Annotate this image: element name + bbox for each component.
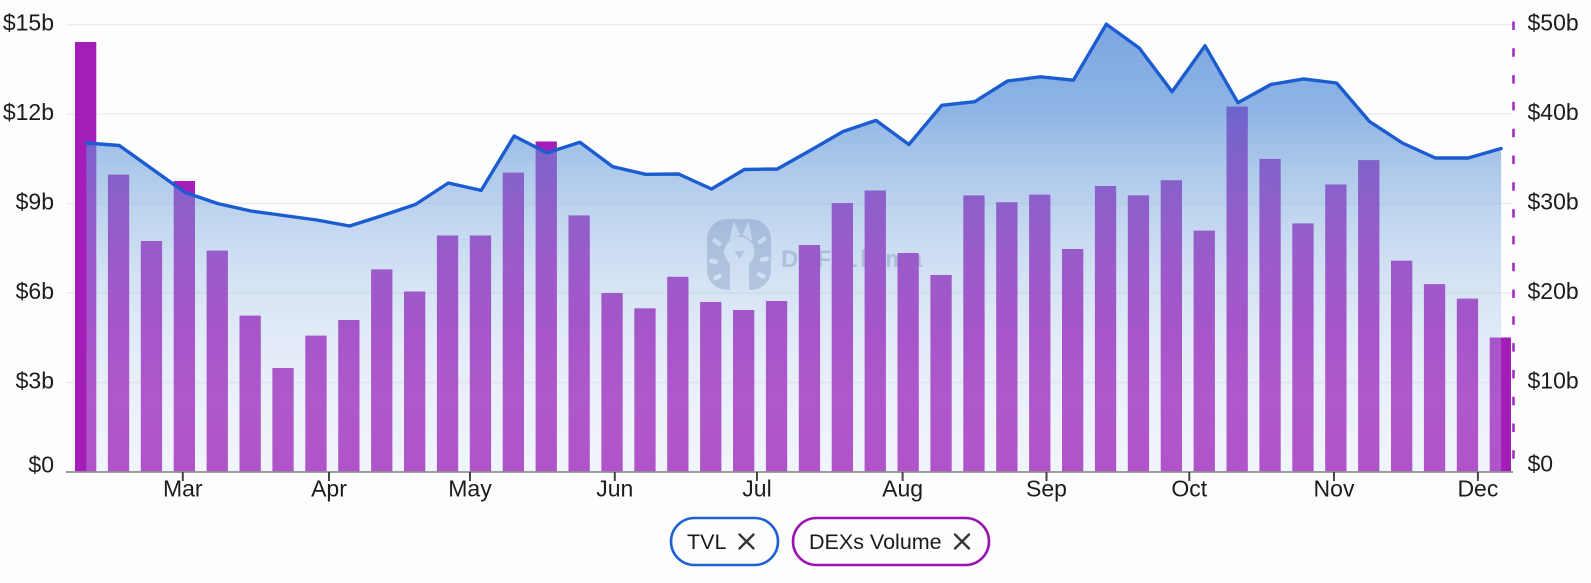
svg-text:$30b: $30b <box>1528 189 1579 215</box>
svg-text:TVL: TVL <box>687 530 726 554</box>
svg-text:$40b: $40b <box>1528 99 1579 125</box>
svg-text:Jul: Jul <box>742 476 771 502</box>
svg-text:$3b: $3b <box>16 368 54 394</box>
svg-text:Oct: Oct <box>1171 476 1207 502</box>
svg-text:$15b: $15b <box>3 10 54 36</box>
svg-text:Apr: Apr <box>311 476 347 502</box>
svg-text:$12b: $12b <box>3 99 54 125</box>
svg-text:Dec: Dec <box>1457 476 1498 502</box>
svg-text:$50b: $50b <box>1528 10 1579 36</box>
svg-text:Aug: Aug <box>882 476 923 502</box>
svg-text:$0: $0 <box>28 452 54 478</box>
svg-text:Sep: Sep <box>1026 476 1067 502</box>
svg-text:Jun: Jun <box>596 476 633 502</box>
svg-text:$20b: $20b <box>1528 278 1579 304</box>
svg-text:Nov: Nov <box>1314 476 1355 502</box>
svg-text:May: May <box>448 476 492 502</box>
svg-text:$6b: $6b <box>16 278 54 304</box>
svg-text:$10b: $10b <box>1528 368 1579 394</box>
svg-text:$9b: $9b <box>16 189 54 215</box>
svg-text:$0: $0 <box>1528 451 1554 477</box>
svg-text:DEXs Volume: DEXs Volume <box>809 530 942 554</box>
svg-text:Mar: Mar <box>163 476 203 502</box>
